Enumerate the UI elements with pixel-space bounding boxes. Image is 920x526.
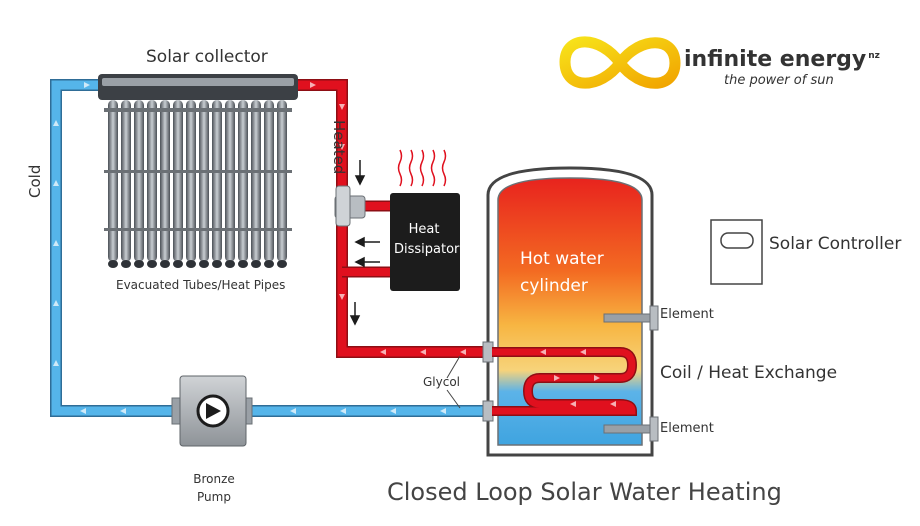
cold-pipe: [50, 79, 488, 417]
evacuated-tube: [264, 100, 274, 262]
infinity-logo-icon: [559, 36, 681, 89]
evacuated-tube: [238, 100, 248, 262]
solar-controller: [710, 219, 763, 285]
evacuated-tube: [121, 100, 131, 262]
bronze-pump-label: Bronze Pump: [193, 472, 235, 504]
play-icon: [206, 403, 221, 419]
glycol-pointer-top: [446, 355, 461, 379]
evacuated-tube: [251, 100, 261, 262]
brand-tagline: the power of sun: [724, 73, 834, 88]
solar-collector-label: Solar collector: [146, 47, 268, 67]
heat-dissipator-label: Heat Dissipator: [394, 222, 460, 257]
evacuated-tube: [277, 100, 287, 262]
evacuated-tube: [134, 100, 144, 262]
tube-cap: [108, 260, 118, 268]
coil-label: Coil / Heat Exchange: [660, 363, 838, 383]
evacuated-tube: [199, 100, 209, 262]
hot-pipe: [298, 79, 488, 358]
diagram-title: Closed Loop Solar Water Heating: [387, 478, 782, 506]
evacuated-tube: [186, 100, 196, 262]
hot-water-cylinder-label: Hot water cylinder: [520, 249, 604, 296]
evacuated-tube: [173, 100, 183, 262]
tube-cap: [238, 260, 248, 268]
tube-cap: [160, 260, 170, 268]
evacuated-tube: [212, 100, 222, 262]
evacuated-tube: [225, 100, 235, 262]
hot-water-cylinder: [482, 166, 659, 457]
controller-display-icon: [720, 232, 754, 249]
bronze-pump: [171, 375, 253, 447]
tube-cap: [186, 260, 196, 268]
glycol-label: Glycol: [423, 375, 461, 389]
tube-cap: [173, 260, 183, 268]
evacuated-tube: [108, 100, 118, 262]
heated-label: Heated: [330, 120, 348, 175]
tube-cap: [264, 260, 274, 268]
evacuated-tube: [147, 100, 157, 262]
solar-collector: [98, 74, 298, 268]
element-bottom-label: Element: [660, 421, 714, 436]
evacuated-tubes-label: Evacuated Tubes/Heat Pipes: [116, 278, 286, 292]
element-top-label: Element: [660, 307, 714, 322]
heat-dissipator: [390, 149, 460, 291]
tube-cap: [225, 260, 235, 268]
tube-cap: [277, 260, 287, 268]
solar-controller-label: Solar Controller: [769, 234, 902, 254]
tube-cap: [199, 260, 209, 268]
cold-label: Cold: [26, 164, 44, 198]
tube-cap: [147, 260, 157, 268]
brand-name: infinite energy nz: [684, 47, 880, 72]
tube-cap: [134, 260, 144, 268]
tube-cap: [121, 260, 131, 268]
tube-cap: [251, 260, 261, 268]
glycol-pointer-bottom: [446, 389, 461, 409]
heat-waves-icon: [397, 149, 447, 187]
evacuated-tube: [160, 100, 170, 262]
tube-cap: [212, 260, 222, 268]
